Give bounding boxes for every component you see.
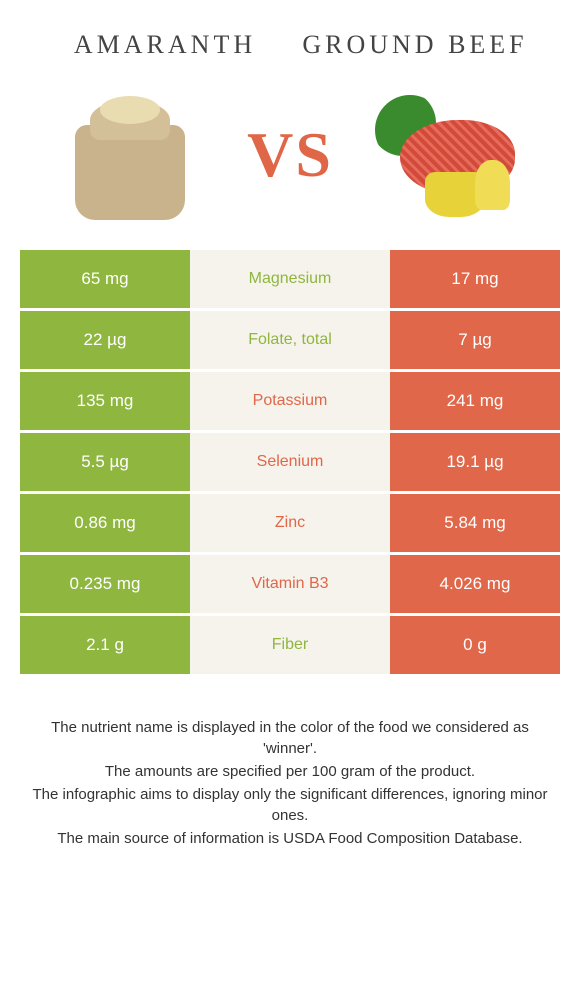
nutrient-name: Folate, total <box>190 311 390 369</box>
header: Amaranth Ground Beef <box>0 0 580 70</box>
right-value: 241 mg <box>390 372 560 430</box>
footer-line: The amounts are specified per 100 gram o… <box>25 761 555 782</box>
left-value: 65 mg <box>20 250 190 308</box>
table-row: 0.86 mgZinc5.84 mg <box>20 494 560 552</box>
right-value: 0 g <box>390 616 560 674</box>
nutrient-table: 65 mgMagnesium17 mg22 µgFolate, total7 µ… <box>20 250 560 674</box>
left-value: 135 mg <box>20 372 190 430</box>
nutrient-name: Selenium <box>190 433 390 491</box>
left-value: 5.5 µg <box>20 433 190 491</box>
amaranth-sack-icon <box>65 90 195 220</box>
footer-notes: The nutrient name is displayed in the co… <box>0 677 580 871</box>
right-food-title: Ground Beef <box>290 30 540 60</box>
left-value: 2.1 g <box>20 616 190 674</box>
nutrient-name: Magnesium <box>190 250 390 308</box>
table-row: 22 µgFolate, total7 µg <box>20 311 560 369</box>
footer-line: The main source of information is USDA F… <box>25 828 555 849</box>
table-row: 5.5 µgSelenium19.1 µg <box>20 433 560 491</box>
left-value: 22 µg <box>20 311 190 369</box>
right-value: 4.026 mg <box>390 555 560 613</box>
nutrient-name: Zinc <box>190 494 390 552</box>
images-row: VS <box>0 70 580 250</box>
nutrient-name: Vitamin B3 <box>190 555 390 613</box>
left-value: 0.235 mg <box>20 555 190 613</box>
left-food-title: Amaranth <box>40 30 290 60</box>
footer-line: The nutrient name is displayed in the co… <box>25 717 555 759</box>
right-value: 7 µg <box>390 311 560 369</box>
left-value: 0.86 mg <box>20 494 190 552</box>
table-row: 2.1 gFiber0 g <box>20 616 560 674</box>
table-row: 65 mgMagnesium17 mg <box>20 250 560 308</box>
right-value: 17 mg <box>390 250 560 308</box>
right-value: 19.1 µg <box>390 433 560 491</box>
nutrient-name: Potassium <box>190 372 390 430</box>
footer-line: The infographic aims to display only the… <box>25 784 555 826</box>
vs-label: VS <box>247 118 333 192</box>
right-value: 5.84 mg <box>390 494 560 552</box>
table-row: 135 mgPotassium241 mg <box>20 372 560 430</box>
nutrient-name: Fiber <box>190 616 390 674</box>
right-food-image <box>360 80 540 230</box>
ground-beef-icon <box>370 85 530 225</box>
left-food-image <box>40 80 220 230</box>
table-row: 0.235 mgVitamin B34.026 mg <box>20 555 560 613</box>
